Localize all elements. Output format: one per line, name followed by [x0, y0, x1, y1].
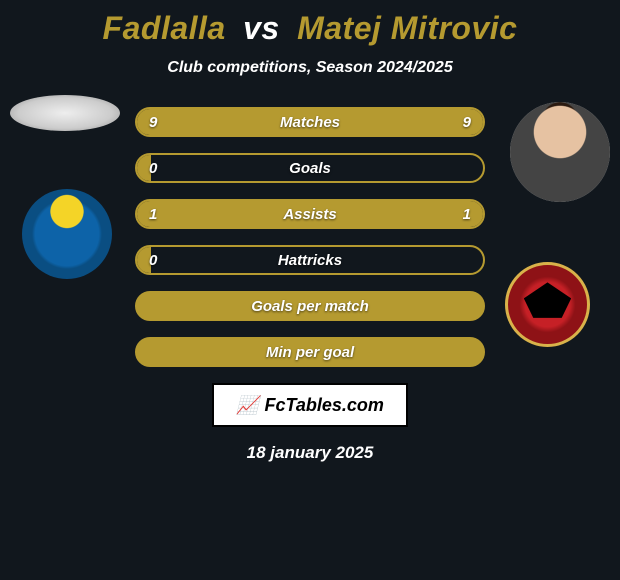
stats-bars: Matches99Goals0Assists11Hattricks0Goals … [135, 107, 485, 367]
stat-row: Assists1 1 [135, 199, 485, 229]
subtitle: Club competitions, Season 2024/2025 [0, 59, 620, 77]
stat-value-left: 0 [149, 247, 157, 273]
stat-row: Hattricks0 [135, 245, 485, 275]
vs-text: vs [243, 10, 280, 46]
stat-label: Goals per match [137, 293, 483, 319]
chart-icon: 📈 [236, 395, 258, 416]
stat-row: Min per goal [135, 337, 485, 367]
branding-badge[interactable]: 📈 FcTables.com [212, 383, 408, 427]
stat-value-right: 9 [463, 109, 471, 135]
player1-photo [10, 95, 120, 131]
stat-value-left: 1 [149, 201, 157, 227]
comparison-panel: Matches99Goals0Assists11Hattricks0Goals … [0, 107, 620, 463]
stat-row: Matches9 9 [135, 107, 485, 137]
stat-label: Goals [137, 155, 483, 181]
stat-value-right: 1 [463, 201, 471, 227]
comparison-title: Fadlalla vs Matej Mitrovic [0, 0, 620, 47]
player1-name: Fadlalla [103, 10, 226, 46]
player2-face-icon [510, 102, 610, 202]
date-text: 18 january 2025 [0, 443, 620, 463]
player2-photo [510, 102, 610, 202]
branding-text: FcTables.com [265, 395, 384, 416]
stat-label: Matches [137, 109, 483, 135]
stat-label: Assists [137, 201, 483, 227]
stat-value-left: 9 [149, 109, 157, 135]
player2-club-logo [505, 262, 590, 347]
stat-value-left: 0 [149, 155, 157, 181]
player2-name: Matej Mitrovic [297, 10, 517, 46]
player1-club-logo [22, 189, 112, 279]
stat-label: Min per goal [137, 339, 483, 365]
stat-row: Goals per match [135, 291, 485, 321]
stat-label: Hattricks [137, 247, 483, 273]
stat-row: Goals0 [135, 153, 485, 183]
